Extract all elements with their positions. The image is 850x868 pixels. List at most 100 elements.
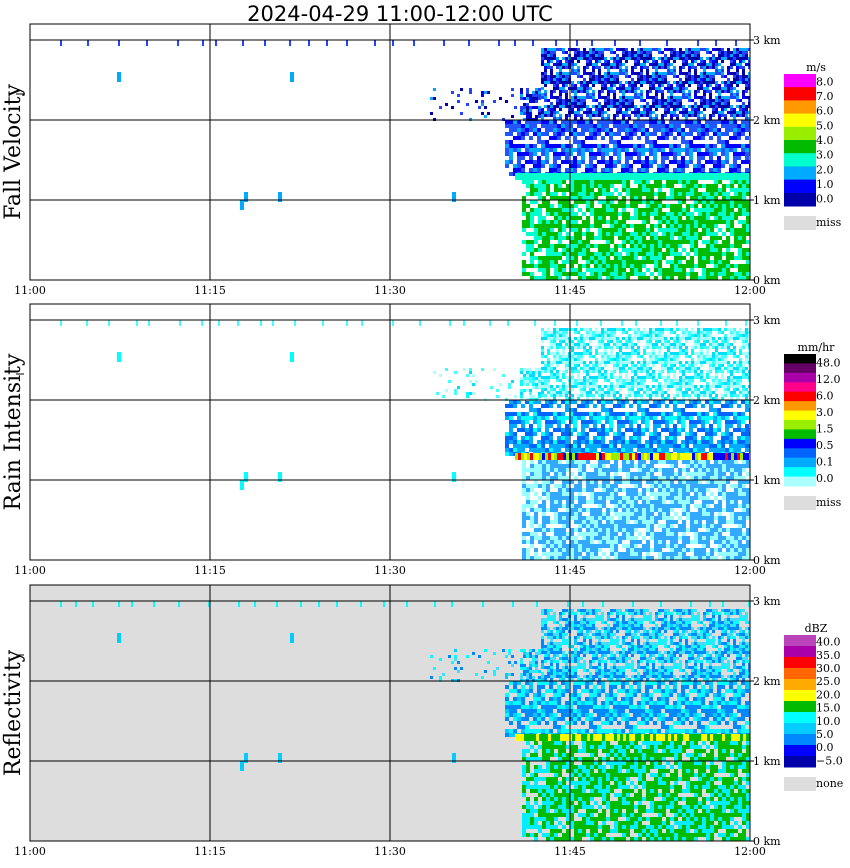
data-cell [722, 204, 726, 208]
data-cell [662, 220, 666, 224]
data-cell [529, 160, 533, 164]
data-cell [733, 75, 736, 78]
data-cell [710, 520, 714, 524]
data-cell [578, 464, 582, 468]
data-cell [738, 236, 742, 240]
data-cell [517, 444, 521, 448]
data-cell [610, 192, 614, 196]
data-cell [517, 160, 521, 164]
data-cell [748, 99, 750, 102]
data-cell [546, 460, 550, 464]
data-cell [698, 173, 701, 180]
data-cell [578, 236, 582, 240]
data-cell [610, 260, 614, 264]
data-cell [578, 544, 582, 548]
data-cell [562, 48, 565, 51]
x-tick-label: 12:00 [734, 284, 766, 297]
data-cell [706, 72, 709, 75]
data-cell [634, 105, 637, 108]
data-cell [616, 54, 619, 57]
data-cell [664, 78, 667, 81]
data-cell [533, 164, 537, 168]
data-cell [586, 536, 590, 540]
data-cell [593, 412, 597, 416]
data-cell [570, 480, 574, 484]
data-cell [678, 244, 682, 248]
data-cell [638, 252, 642, 256]
data-cell [562, 224, 566, 228]
data-cell [569, 416, 573, 420]
data-cell [718, 87, 721, 90]
data-cell [662, 480, 666, 484]
data-cell [730, 60, 733, 63]
data-cell [505, 124, 509, 128]
data-cell [601, 81, 604, 84]
data-cell [562, 216, 566, 220]
data-cell [722, 252, 726, 256]
data-cell [559, 90, 562, 93]
data-cell [697, 136, 701, 140]
data-cell [593, 436, 597, 440]
data-cell [730, 256, 734, 260]
data-cell [517, 152, 521, 156]
data-cell [746, 464, 750, 468]
data-cell [562, 480, 566, 484]
data-cell [538, 228, 542, 232]
data-cell [685, 144, 689, 148]
data-cell [546, 220, 550, 224]
data-cell [522, 516, 526, 520]
data-cell [650, 232, 654, 236]
data-cell [694, 556, 698, 560]
data-cell [742, 232, 746, 236]
data-cell [661, 420, 665, 424]
data-cell [677, 412, 681, 416]
data-cell [706, 228, 710, 232]
data-cell [618, 536, 622, 540]
data-cell [746, 224, 750, 228]
data-cell [631, 57, 634, 60]
legend-level-label: 6.0 [816, 105, 834, 118]
data-cell [702, 208, 706, 212]
data-cell [634, 96, 637, 99]
data-cell [545, 120, 549, 124]
data-cell [678, 516, 682, 520]
data-cell [613, 72, 616, 75]
data-cell [550, 464, 554, 468]
data-cell [546, 528, 550, 532]
data-cell [721, 444, 725, 448]
data-cell [710, 192, 714, 196]
data-cell [745, 96, 748, 99]
data-cell [645, 160, 649, 164]
data-cell [658, 200, 662, 204]
data-cell [550, 252, 554, 256]
data-cell [509, 412, 513, 416]
data-cell [741, 128, 745, 132]
data-cell [713, 400, 717, 404]
data-cell [662, 552, 666, 556]
data-cell [717, 168, 721, 172]
data-cell [593, 136, 597, 140]
data-cell [586, 63, 589, 66]
data-cell [703, 87, 706, 90]
data-cell [709, 436, 713, 440]
data-cell [702, 516, 706, 520]
data-cell [688, 90, 691, 93]
data-cell [557, 436, 561, 440]
data-cell [565, 99, 568, 102]
data-cell [566, 464, 570, 468]
data-cell [698, 192, 702, 196]
data-cell [592, 105, 595, 108]
data-cell [694, 54, 697, 57]
data-cell [586, 224, 590, 228]
data-cell [657, 436, 661, 440]
data-cell [542, 224, 546, 228]
data-cell [557, 136, 561, 140]
data-cell [652, 87, 655, 90]
data-cell [581, 173, 584, 180]
data-cell [593, 420, 597, 424]
data-cell [609, 156, 613, 160]
data-cell [541, 54, 544, 57]
data-cell [661, 120, 665, 124]
data-cell [578, 472, 582, 476]
data-cell [202, 40, 204, 46]
